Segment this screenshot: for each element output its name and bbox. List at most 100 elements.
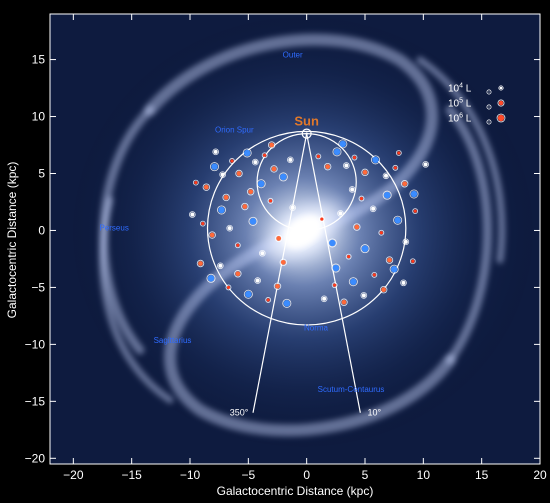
data-point	[362, 169, 368, 175]
data-point-ring	[208, 231, 216, 239]
data-point-ring	[400, 180, 409, 188]
data-point-ring	[382, 172, 390, 180]
data-point	[242, 204, 248, 209]
data-point-ring	[265, 297, 272, 303]
sun-symbol	[301, 128, 312, 139]
data-point-ring	[412, 208, 419, 214]
data-point	[403, 239, 408, 244]
data-point	[333, 283, 337, 287]
data-point-ring	[343, 162, 350, 169]
data-point	[394, 217, 401, 224]
data-point-ring	[242, 148, 252, 158]
data-point	[393, 166, 397, 170]
solar-symbol-dot	[488, 121, 490, 123]
data-point-ring	[361, 168, 369, 177]
data-point-ring	[287, 156, 294, 164]
data-point-ring	[261, 152, 268, 159]
data-point-ring	[196, 259, 205, 268]
data-point	[344, 163, 349, 168]
data-point-ring	[369, 205, 377, 213]
data-point	[371, 206, 376, 211]
data-point	[198, 261, 203, 266]
y-tick-label: 15	[32, 53, 46, 67]
data-point	[341, 299, 347, 305]
data-point-ring	[216, 205, 226, 215]
data-point	[329, 239, 336, 247]
angle-label: 350°	[230, 408, 249, 418]
data-point	[288, 157, 293, 162]
data-point	[322, 296, 327, 301]
legend-marker	[498, 100, 504, 106]
data-point-ring	[256, 179, 266, 189]
data-point	[269, 142, 275, 148]
data-point	[332, 264, 340, 272]
data-point-ring	[371, 271, 378, 278]
data-point-ring	[219, 171, 226, 178]
overlay-circle-0	[206, 130, 407, 326]
data-point	[361, 245, 369, 252]
sun-marker: Sun	[294, 114, 319, 139]
legend: 104 L 105 L 106 L	[448, 83, 506, 125]
data-point	[211, 163, 218, 170]
data-point	[271, 166, 277, 172]
data-point-ring	[246, 188, 255, 196]
data-point-ring	[209, 162, 219, 172]
data-point	[245, 291, 252, 298]
x-tick-label: −10	[180, 468, 201, 482]
data-point	[230, 159, 234, 163]
data-point	[290, 205, 295, 210]
arm-label: Norma	[304, 324, 329, 333]
x-tick-label: −5	[241, 468, 255, 482]
data-point-ring	[235, 169, 243, 178]
axes: −20 −15 −10 −5 0 5 10 15 20 −20 −15 −10 −5 0 5 10 15	[25, 14, 547, 482]
data-point-ring	[393, 215, 403, 225]
y-tick-label: −5	[31, 280, 45, 294]
data-point-ring	[345, 253, 352, 260]
angle-label: 10°	[368, 408, 382, 418]
data-point-ring	[382, 190, 392, 200]
data-point	[275, 283, 280, 289]
sun-label: Sun	[294, 114, 319, 129]
data-point-ring	[225, 284, 232, 291]
data-point-ring	[409, 258, 416, 265]
data-point-ring	[409, 189, 419, 199]
data-points	[189, 139, 429, 308]
sun-dot	[305, 132, 308, 135]
data-point	[390, 265, 398, 273]
y-tick-label: 10	[32, 110, 46, 124]
data-point	[350, 278, 357, 285]
data-point	[361, 293, 366, 298]
data-point	[413, 209, 417, 213]
data-point-ring	[252, 158, 259, 166]
data-point	[248, 189, 254, 195]
arm-labels: Outer Orion Spur Perseus Norma Sagittarius Sc…	[99, 50, 384, 394]
data-point	[387, 257, 392, 263]
data-point	[227, 226, 232, 231]
data-point	[218, 206, 225, 214]
data-point-ring	[217, 262, 224, 270]
data-point	[263, 153, 267, 157]
x-tick-label: 10	[417, 468, 431, 482]
data-point	[372, 156, 379, 164]
data-point	[410, 190, 418, 198]
data-point-ring	[234, 242, 241, 249]
data-point-ring	[327, 238, 337, 248]
arm-label: Outer	[283, 50, 303, 59]
data-point	[350, 187, 355, 192]
data-point-ring	[254, 277, 261, 284]
arm-label: Sagittarius	[154, 336, 192, 345]
x-tick-label: 5	[362, 468, 369, 482]
data-point-ring	[226, 224, 233, 232]
data-point	[235, 271, 241, 277]
data-point-ring	[389, 264, 399, 274]
data-point	[397, 151, 401, 155]
data-point	[236, 171, 242, 176]
data-point-ring	[422, 161, 429, 168]
data-point	[257, 180, 265, 187]
data-point	[379, 231, 383, 235]
x-tick-label: 15	[475, 468, 489, 482]
data-point	[220, 172, 225, 177]
data-point-ring	[222, 193, 230, 202]
x-tick-label: 20	[533, 468, 547, 482]
legend-marker-ring	[496, 113, 506, 123]
